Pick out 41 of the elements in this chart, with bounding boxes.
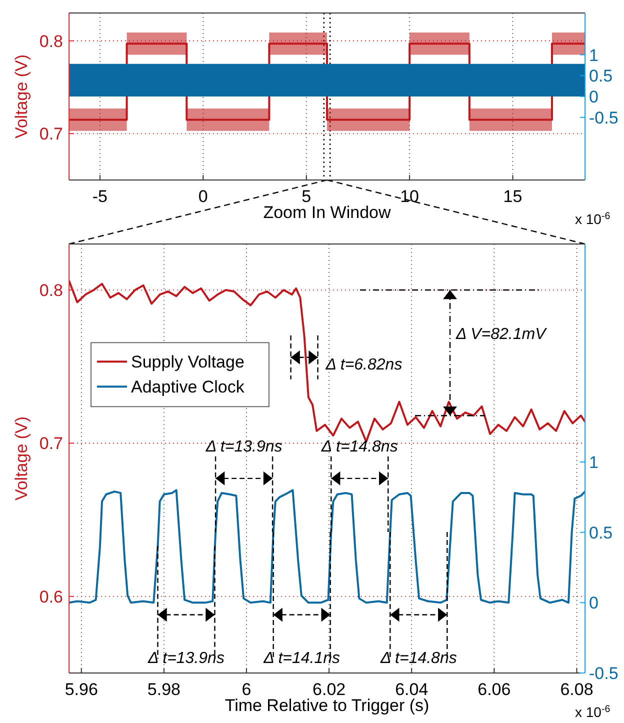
x-tick-label: 5 [302, 187, 312, 206]
y-tick-label: 0.8 [39, 280, 63, 300]
y-tick-label: 0.7 [39, 124, 63, 144]
annotation: Δ t=14.8ns [379, 650, 457, 667]
y2-tick-label: -0.5 [589, 664, 618, 683]
y2-tick-label: -0.5 [589, 108, 618, 128]
x-tick-label: 5.98 [147, 680, 180, 699]
annotation: Δ t=13.9ns [147, 650, 224, 667]
x-axis-title: Zoom In Window [263, 203, 392, 222]
x-axis-title: Time Relative to Trigger (s) [224, 696, 430, 715]
y2-tick-label: 0 [589, 594, 598, 613]
text: x 10$^{-6}$ [575, 704, 611, 720]
annotation: Δ t=14.8ns [320, 438, 398, 456]
x-tick-label: 0 [198, 187, 208, 206]
x-tick-label: 6.02 [312, 680, 346, 699]
text: x 10$^{-6}$ [575, 210, 611, 227]
annotation: Δ t=13.9ns [204, 438, 282, 456]
x-tick-label: 6.04 [395, 680, 428, 699]
x-tick-label: -5 [92, 187, 108, 206]
x-tick-label: 5.96 [64, 680, 98, 699]
y2-tick-label: 1 [589, 46, 598, 65]
annotation: Δ t=6.82ns [324, 356, 402, 374]
y2-tick-label: 0 [589, 88, 598, 106]
y2-tick-label: 0.5 [589, 523, 613, 542]
x-tick-label: 6.08 [560, 680, 594, 699]
y2-tick-label: 0.5 [589, 66, 613, 86]
y-tick-label: 0.8 [39, 32, 63, 51]
x-tick-label: 10 [400, 187, 420, 206]
x-tick-label: 15 [503, 187, 522, 206]
y-axis-title: Voltage (V) [12, 54, 31, 139]
legend-label: Supply Voltage [131, 352, 244, 372]
y-tick-label: 0.7 [39, 434, 63, 454]
y-axis-title: Voltage (V) [12, 416, 31, 501]
x-tick-label: 6 [242, 680, 252, 699]
annotation: Δ t=14.1ns [262, 650, 340, 667]
x-tick-label: 6.06 [478, 680, 511, 699]
y2-tick-label: 1 [589, 453, 598, 472]
y-tick-label: 0.6 [39, 587, 63, 606]
legend-label: Adaptive Clock [131, 378, 245, 397]
annotation: Δ V=82.1mV [455, 326, 548, 343]
line-series [69, 489, 585, 604]
